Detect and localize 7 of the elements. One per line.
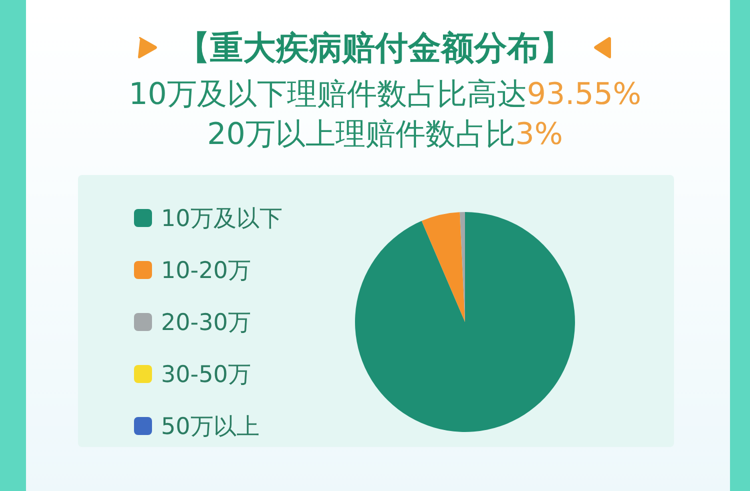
legend-label: 20-30万 xyxy=(161,310,251,336)
legend-label: 10-20万 xyxy=(161,258,251,284)
legend-label: 30-50万 xyxy=(161,362,251,388)
chart-title: 【重大疾病赔付金额分布】 xyxy=(177,28,573,67)
chart-subtitle: 10万及以下理赔件数占比高达93.55% 20万以上理赔件数占比3% xyxy=(128,77,642,152)
legend-label: 50万以上 xyxy=(161,414,260,440)
legend-label: 10万及以下 xyxy=(161,206,282,232)
